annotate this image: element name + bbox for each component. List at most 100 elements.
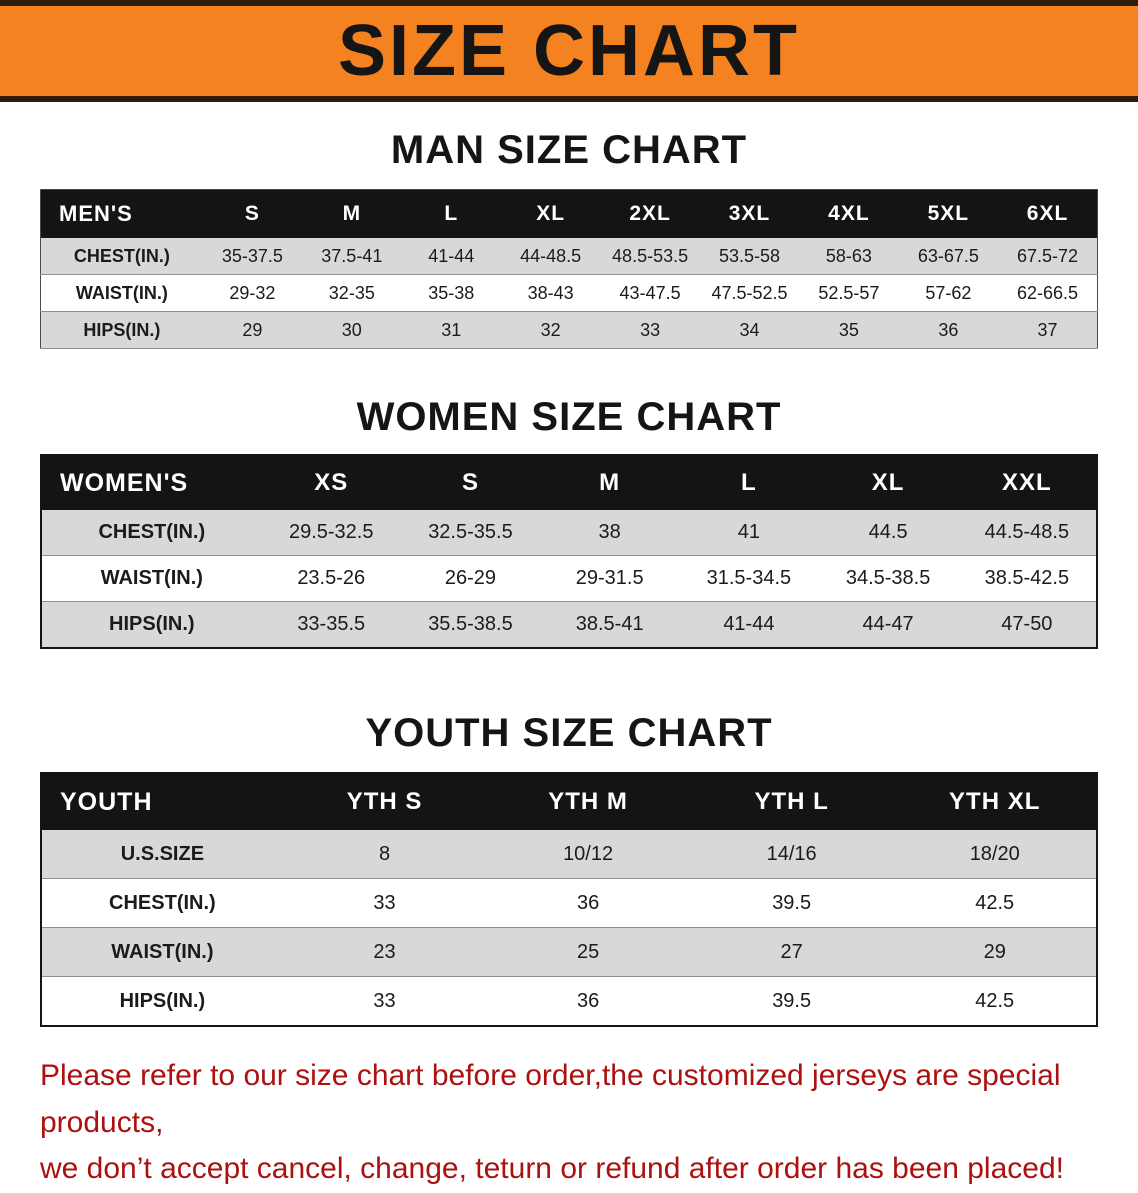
size-value: 57-62: [898, 274, 999, 312]
size-value: 38: [540, 510, 680, 556]
row-label: HIPS(IN.): [41, 601, 262, 649]
size-value: 43-47.5: [600, 274, 700, 312]
size-column-header: 3XL: [699, 189, 800, 238]
table-corner-label: MEN'S: [40, 189, 203, 238]
table-corner-label: WOMEN'S: [41, 455, 262, 510]
size-value: 63-67.5: [898, 238, 999, 275]
measurement-row: WAIST(IN.) 23.5-26 26-29 29-31.5 31.5-34.5 34…: [41, 555, 1097, 602]
size-value: 26-29: [400, 555, 541, 602]
size-value: 36: [486, 976, 690, 1027]
size-value: 67.5-72: [998, 238, 1098, 275]
size-value: 41: [679, 510, 819, 556]
women-size-section: WOMEN SIZE CHART WOMEN'S XS S M L XL XXL CHEST(…: [0, 349, 1138, 649]
size-value: 29: [202, 311, 303, 349]
disclaimer-line-1: Please refer to our size chart before or…: [40, 1059, 1061, 1139]
size-chart-banner: SIZE CHART: [0, 0, 1138, 102]
size-column-header: YTH M: [486, 773, 690, 830]
size-column-header: XXL: [957, 455, 1097, 510]
men-size-table: MEN'S S M L XL 2XL 3XL 4XL 5XL 6XL CHEST(IN.) 35-37…: [40, 189, 1098, 349]
row-label: CHEST(IN.): [41, 510, 262, 556]
size-value: 44.5: [818, 510, 958, 556]
size-column-header: 4XL: [799, 189, 899, 238]
size-value: 32: [500, 311, 601, 349]
measurement-row: HIPS(IN.) 33-35.5 35.5-38.5 38.5-41 41-44 44-…: [41, 601, 1097, 649]
size-column-header: S: [400, 455, 541, 510]
row-label: U.S.SIZE: [41, 830, 283, 879]
row-label: WAIST(IN.): [41, 555, 262, 602]
size-value: 36: [898, 311, 999, 349]
size-value: 34.5-38.5: [818, 555, 958, 602]
size-column-header: S: [202, 189, 303, 238]
size-value: 27: [689, 927, 894, 977]
size-value: 35-37.5: [202, 238, 303, 275]
size-column-header: 2XL: [600, 189, 700, 238]
size-value: 31: [401, 311, 501, 349]
women-section-title: WOMEN SIZE CHART: [356, 395, 782, 439]
row-label: HIPS(IN.): [40, 311, 203, 349]
size-value: 34: [699, 311, 800, 349]
youth-size-table: YOUTH YTH S YTH M YTH L YTH XL U.S.SIZE 8 10/12…: [40, 772, 1098, 1027]
men-size-section: MAN SIZE CHART MEN'S S M L XL 2XL 3XL 4XL 5XL 6XL…: [0, 102, 1138, 349]
size-column-header: L: [401, 189, 501, 238]
size-value: 35-38: [401, 274, 501, 312]
row-label: WAIST(IN.): [41, 927, 283, 977]
size-value: 35: [799, 311, 899, 349]
size-value: 29: [893, 927, 1097, 977]
size-value: 29-31.5: [540, 555, 680, 602]
size-column-header: M: [540, 455, 680, 510]
size-value: 29.5-32.5: [261, 510, 401, 556]
size-value: 33: [282, 878, 487, 928]
size-value: 41-44: [401, 238, 501, 275]
size-column-header: YTH XL: [893, 773, 1097, 830]
size-value: 38.5-42.5: [957, 555, 1097, 602]
size-value: 39.5: [689, 878, 894, 928]
size-value: 25: [486, 927, 690, 977]
size-column-header: 5XL: [898, 189, 999, 238]
youth-size-section: YOUTH SIZE CHART YOUTH YTH S YTH M YTH L YTH…: [0, 649, 1138, 1027]
size-value: 41-44: [679, 601, 819, 649]
size-value: 44.5-48.5: [957, 510, 1097, 556]
size-value: 23: [282, 927, 487, 977]
measurement-row: U.S.SIZE 8 10/12 14/16 18/20: [41, 830, 1097, 879]
row-label: CHEST(IN.): [41, 878, 283, 928]
table-corner-label: YOUTH: [41, 773, 283, 830]
disclaimer-line-2: we don’t accept cancel, change, teturn o…: [40, 1152, 1064, 1185]
size-value: 23.5-26: [261, 555, 401, 602]
size-value: 10/12: [486, 830, 690, 879]
size-value: 33: [600, 311, 700, 349]
measurement-row: CHEST(IN.) 35-37.5 37.5-41 41-44 44-48.5 48.5…: [40, 238, 1098, 275]
size-value: 47-50: [957, 601, 1097, 649]
size-value: 42.5: [893, 976, 1097, 1027]
size-value: 37: [998, 311, 1098, 349]
size-value: 37.5-41: [302, 238, 402, 275]
measurement-row: HIPS(IN.) 29 30 31 32 33 34 35 36 37: [40, 311, 1098, 349]
size-value: 38-43: [500, 274, 601, 312]
disclaimer-text: Please refer to our size chart before or…: [40, 1053, 1100, 1193]
youth-section-title: YOUTH SIZE CHART: [365, 711, 773, 755]
measurement-row: CHEST(IN.) 29.5-32.5 32.5-35.5 38 41 44.5 44.5…: [41, 510, 1097, 556]
row-label: WAIST(IN.): [40, 274, 203, 312]
size-value: 30: [302, 311, 402, 349]
measurement-row: CHEST(IN.) 33 36 39.5 42.5: [41, 878, 1097, 928]
size-column-header: XS: [261, 455, 401, 510]
size-value: 44-47: [818, 601, 958, 649]
measurement-row: WAIST(IN.) 23 25 27 29: [41, 927, 1097, 977]
measurement-row: HIPS(IN.) 33 36 39.5 42.5: [41, 976, 1097, 1027]
size-value: 32.5-35.5: [400, 510, 541, 556]
size-value: 14/16: [689, 830, 894, 879]
size-value: 33: [282, 976, 487, 1027]
size-value: 44-48.5: [500, 238, 601, 275]
size-value: 29-32: [202, 274, 303, 312]
size-value: 35.5-38.5: [400, 601, 541, 649]
size-value: 31.5-34.5: [679, 555, 819, 602]
size-column-header: YTH L: [689, 773, 894, 830]
size-value: 48.5-53.5: [600, 238, 700, 275]
size-value: 39.5: [689, 976, 894, 1027]
page-title: SIZE CHART: [338, 11, 800, 91]
size-value: 62-66.5: [998, 274, 1098, 312]
size-value: 53.5-58: [699, 238, 800, 275]
size-column-header: 6XL: [998, 189, 1098, 238]
size-value: 8: [282, 830, 487, 879]
size-value: 18/20: [893, 830, 1097, 879]
measurement-row: WAIST(IN.) 29-32 32-35 35-38 38-43 43-47.5 47.…: [40, 274, 1098, 312]
